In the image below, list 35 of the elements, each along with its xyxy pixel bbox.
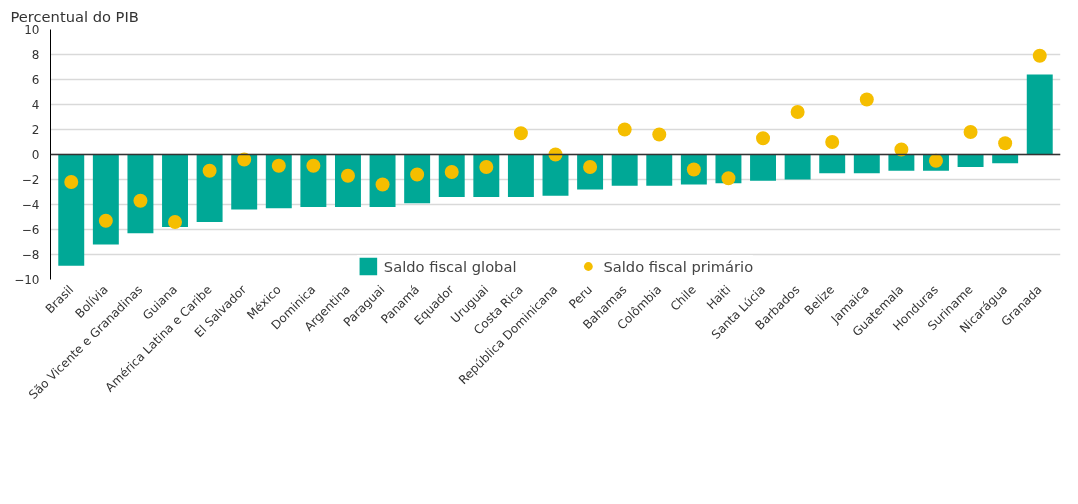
point	[859, 92, 874, 107]
point	[306, 158, 321, 173]
point	[271, 158, 286, 173]
point	[790, 105, 805, 119]
point	[756, 131, 771, 146]
point	[963, 125, 978, 139]
point	[479, 160, 494, 174]
point	[721, 171, 736, 186]
legend-label: Saldo fiscal primário	[603, 257, 754, 275]
point	[894, 142, 909, 157]
y-tick-label: 2	[31, 123, 40, 137]
point	[513, 126, 528, 141]
point	[1032, 48, 1047, 63]
y-tick-label: −10	[14, 273, 40, 287]
point	[98, 213, 113, 228]
y-tick-label: 0	[31, 148, 40, 162]
y-axis-title: Percentual do PIB	[10, 7, 139, 25]
y-tick-label: −4	[21, 198, 40, 212]
point	[202, 163, 217, 178]
point	[64, 175, 79, 189]
y-tick-label: 10	[24, 23, 40, 37]
point	[133, 193, 148, 208]
y-tick-label: 8	[31, 48, 40, 62]
y-tick-label: −6	[21, 223, 40, 237]
y-tick-label: 4	[31, 98, 40, 112]
point	[237, 152, 252, 167]
point	[998, 136, 1013, 151]
y-tick-label: 6	[31, 73, 40, 87]
point	[825, 135, 840, 149]
point	[617, 122, 632, 137]
y-tick-label: −8	[21, 248, 40, 262]
y-tick-label: −2	[21, 173, 40, 187]
point	[652, 127, 667, 142]
legend-label: Saldo fiscal global	[383, 257, 517, 275]
point	[168, 215, 183, 229]
